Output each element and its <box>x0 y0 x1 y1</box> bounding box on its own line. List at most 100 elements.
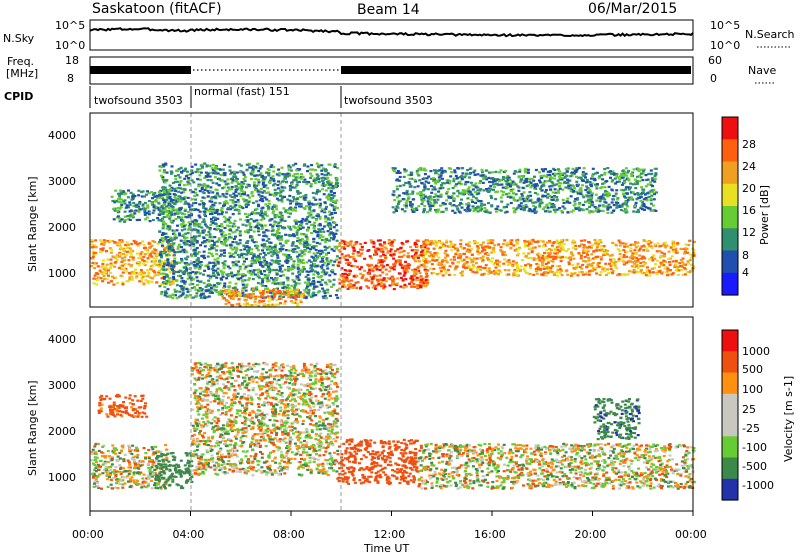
data-cell <box>511 183 515 186</box>
data-cell <box>470 253 474 257</box>
data-cell <box>473 208 477 211</box>
data-cell <box>431 188 435 191</box>
data-cell <box>533 246 537 249</box>
data-cell <box>220 271 224 274</box>
data-cell <box>214 269 218 272</box>
data-cell <box>218 202 222 205</box>
data-cell <box>276 192 280 195</box>
data-cell <box>194 235 198 238</box>
data-cell <box>297 225 301 228</box>
data-cell <box>178 261 182 264</box>
data-cell <box>213 216 217 219</box>
data-cell <box>684 247 688 250</box>
data-cell <box>648 207 652 210</box>
data-cell <box>428 251 432 254</box>
data-cell <box>214 218 217 221</box>
data-cell <box>231 275 234 278</box>
data-cell <box>402 249 406 253</box>
data-cell <box>182 225 186 228</box>
data-cell <box>147 210 151 213</box>
data-cell <box>190 204 194 207</box>
data-cell <box>245 205 248 209</box>
data-cell <box>309 264 313 267</box>
data-cell <box>640 257 644 260</box>
data-cell <box>425 241 429 244</box>
data-cell <box>415 172 419 175</box>
data-cell <box>99 250 102 253</box>
data-cell <box>647 241 650 244</box>
data-cell <box>333 165 337 168</box>
data-cell <box>343 272 347 275</box>
data-cell <box>606 208 610 211</box>
data-cell <box>308 284 312 287</box>
data-cell <box>297 228 301 231</box>
data-cell <box>478 251 482 255</box>
data-cell <box>209 284 213 287</box>
data-cell <box>267 202 271 205</box>
data-cell <box>594 257 598 260</box>
data-cell <box>114 261 118 264</box>
data-cell <box>309 270 313 273</box>
data-cell <box>650 246 654 249</box>
data-cell <box>329 183 333 186</box>
data-cell <box>206 255 210 258</box>
data-cell <box>438 267 442 270</box>
data-cell <box>223 260 227 263</box>
data-cell <box>238 205 242 208</box>
data-cell <box>231 287 235 290</box>
data-cell <box>309 248 313 251</box>
data-cell <box>440 260 444 263</box>
data-cell <box>120 267 124 270</box>
data-cell <box>179 187 183 190</box>
data-cell <box>471 264 475 267</box>
data-cell <box>171 232 175 235</box>
data-cell <box>229 172 232 176</box>
data-cell <box>538 171 541 174</box>
data-cell <box>333 273 337 276</box>
data-cell <box>655 250 659 253</box>
data-cell <box>231 241 235 244</box>
data-cell <box>668 263 672 266</box>
data-cell <box>301 270 305 273</box>
data-cell <box>663 241 667 244</box>
data-cell <box>256 282 260 285</box>
data-cell <box>252 253 256 256</box>
data-cell <box>312 179 316 182</box>
data-cell <box>266 205 270 208</box>
data-cell <box>543 251 546 255</box>
data-cell <box>165 295 169 298</box>
data-cell <box>196 170 200 173</box>
data-cell <box>282 292 286 295</box>
data-cell <box>338 282 342 285</box>
data-cell <box>569 258 573 261</box>
data-cell <box>121 281 125 284</box>
data-cell <box>350 279 354 282</box>
data-cell <box>386 251 390 254</box>
data-cell <box>382 259 386 263</box>
data-cell <box>556 240 560 243</box>
data-cell <box>316 251 320 254</box>
data-cell <box>457 256 460 259</box>
data-cell <box>630 255 634 258</box>
data-cell <box>605 249 609 252</box>
data-cell <box>524 178 528 181</box>
data-cell <box>233 274 237 277</box>
data-cell <box>254 178 258 181</box>
data-cell <box>220 278 224 281</box>
data-cell <box>223 201 227 204</box>
data-cell <box>307 270 311 273</box>
data-cell <box>252 270 255 274</box>
data-cell <box>179 208 183 211</box>
data-cell <box>603 270 607 273</box>
data-cell <box>312 282 315 286</box>
data-cell <box>162 211 166 214</box>
data-cell <box>165 273 169 276</box>
data-cell <box>526 262 530 266</box>
data-cell <box>291 279 295 282</box>
data-cell <box>426 240 430 243</box>
data-cell <box>185 287 189 291</box>
data-cell <box>378 268 382 272</box>
data-cell <box>640 272 644 275</box>
data-cell <box>182 241 186 244</box>
data-cell <box>202 206 206 209</box>
